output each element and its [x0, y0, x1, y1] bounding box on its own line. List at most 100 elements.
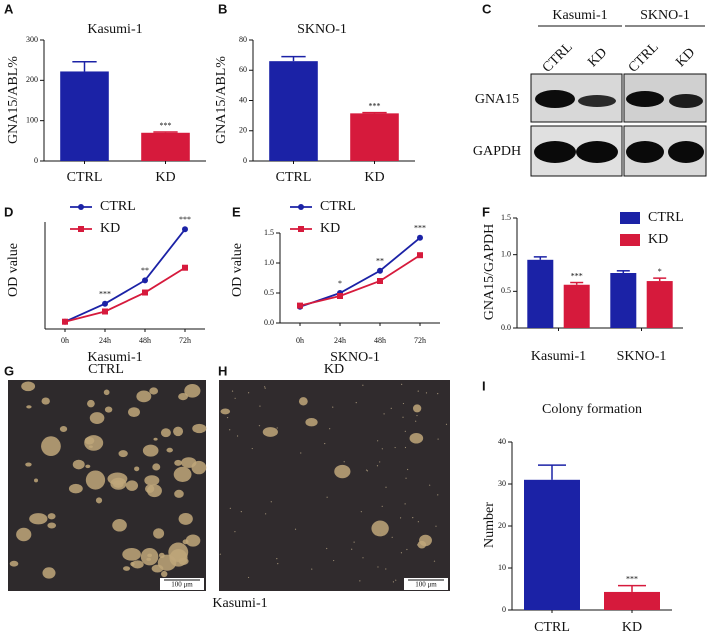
colony — [47, 513, 56, 520]
debris — [425, 392, 428, 394]
debris — [379, 461, 381, 463]
debris — [247, 392, 250, 394]
colony — [103, 389, 110, 396]
debris — [362, 557, 364, 559]
colony — [85, 464, 91, 469]
debris — [377, 440, 379, 442]
y-tick-label: 1.0 — [264, 258, 274, 267]
colony — [87, 399, 95, 408]
x-tick-label: CTRL — [534, 620, 570, 635]
colony — [409, 432, 424, 444]
debris — [277, 562, 279, 565]
significance: *** — [99, 290, 111, 299]
colony — [173, 466, 192, 482]
debris — [400, 552, 403, 554]
scale-label: 100 μm — [171, 581, 193, 589]
debris — [390, 407, 392, 409]
legend-label: CTRL — [100, 199, 136, 214]
debris — [251, 447, 253, 450]
colony — [174, 459, 182, 466]
band — [668, 141, 704, 163]
significance: *** — [626, 574, 638, 583]
y-tick-label: 20 — [239, 126, 247, 135]
debris — [415, 420, 417, 422]
significance: * — [658, 267, 662, 276]
colony — [123, 566, 131, 571]
panel-letter: G — [4, 363, 14, 378]
lane-label: KD — [673, 45, 698, 70]
debris — [247, 576, 250, 579]
legend-label: CTRL — [320, 199, 356, 214]
debris — [329, 428, 331, 430]
debris — [406, 548, 408, 551]
point — [417, 252, 423, 259]
debris — [276, 427, 278, 429]
debris — [264, 387, 266, 389]
colony — [9, 560, 19, 567]
legend-swatch — [620, 234, 640, 246]
band — [535, 90, 575, 108]
y-axis-label: OD value — [6, 243, 21, 297]
y-tick-label: 1.5 — [264, 228, 274, 237]
colony — [220, 408, 231, 415]
panel-letter: I — [482, 378, 486, 393]
x-tick-label: 48h — [374, 336, 386, 345]
legend-label: CTRL — [648, 210, 684, 225]
debris — [365, 469, 368, 471]
point — [417, 234, 423, 241]
colony — [161, 570, 168, 578]
band — [576, 141, 618, 163]
series-line — [299, 237, 421, 308]
scale-box — [160, 578, 204, 590]
debris — [405, 477, 407, 479]
y-tick-label: 0.5 — [501, 286, 511, 295]
colony — [95, 497, 103, 504]
significance: *** — [369, 101, 381, 110]
x-tick-label: 24h — [99, 336, 111, 345]
bar — [527, 259, 554, 328]
significance: ** — [141, 266, 149, 275]
colony — [174, 489, 184, 498]
debris — [381, 505, 383, 507]
point — [78, 204, 84, 210]
x-tick-label: 48h — [139, 336, 151, 345]
debris — [445, 423, 448, 425]
debris — [332, 406, 334, 408]
point — [337, 293, 343, 299]
debris — [392, 581, 395, 583]
y-axis-label: GNA15/ABL% — [214, 56, 229, 144]
debris — [265, 513, 267, 515]
y-axis-label: Number — [482, 502, 497, 548]
series-line — [299, 254, 421, 307]
point — [102, 308, 108, 315]
bar — [563, 284, 590, 328]
debris — [399, 517, 402, 519]
y-tick-label: 20 — [498, 521, 506, 530]
x-tick-label: 0h — [61, 336, 69, 345]
y-tick-label: 1.5 — [501, 213, 511, 222]
debris — [437, 393, 439, 395]
point — [78, 226, 84, 232]
colony — [59, 425, 68, 433]
debris — [404, 503, 406, 505]
y-tick-label: 200 — [26, 75, 38, 84]
panel-letter: F — [482, 204, 490, 219]
colony — [88, 445, 93, 448]
debris — [391, 536, 393, 538]
debris — [416, 414, 418, 417]
debris — [401, 383, 403, 385]
colony — [107, 472, 128, 486]
debris — [326, 496, 328, 498]
x-tick-label: 72h — [414, 336, 426, 345]
debris — [416, 544, 419, 546]
lane-label: KD — [585, 45, 610, 70]
debris — [360, 511, 362, 513]
colony — [89, 412, 105, 424]
debris — [240, 511, 242, 513]
colony — [33, 478, 39, 483]
legend-swatch — [620, 212, 640, 224]
debris — [385, 568, 387, 570]
panel-letter: D — [4, 204, 13, 219]
y-tick-label: 40 — [239, 95, 247, 104]
y-tick-label: 10 — [498, 563, 506, 572]
